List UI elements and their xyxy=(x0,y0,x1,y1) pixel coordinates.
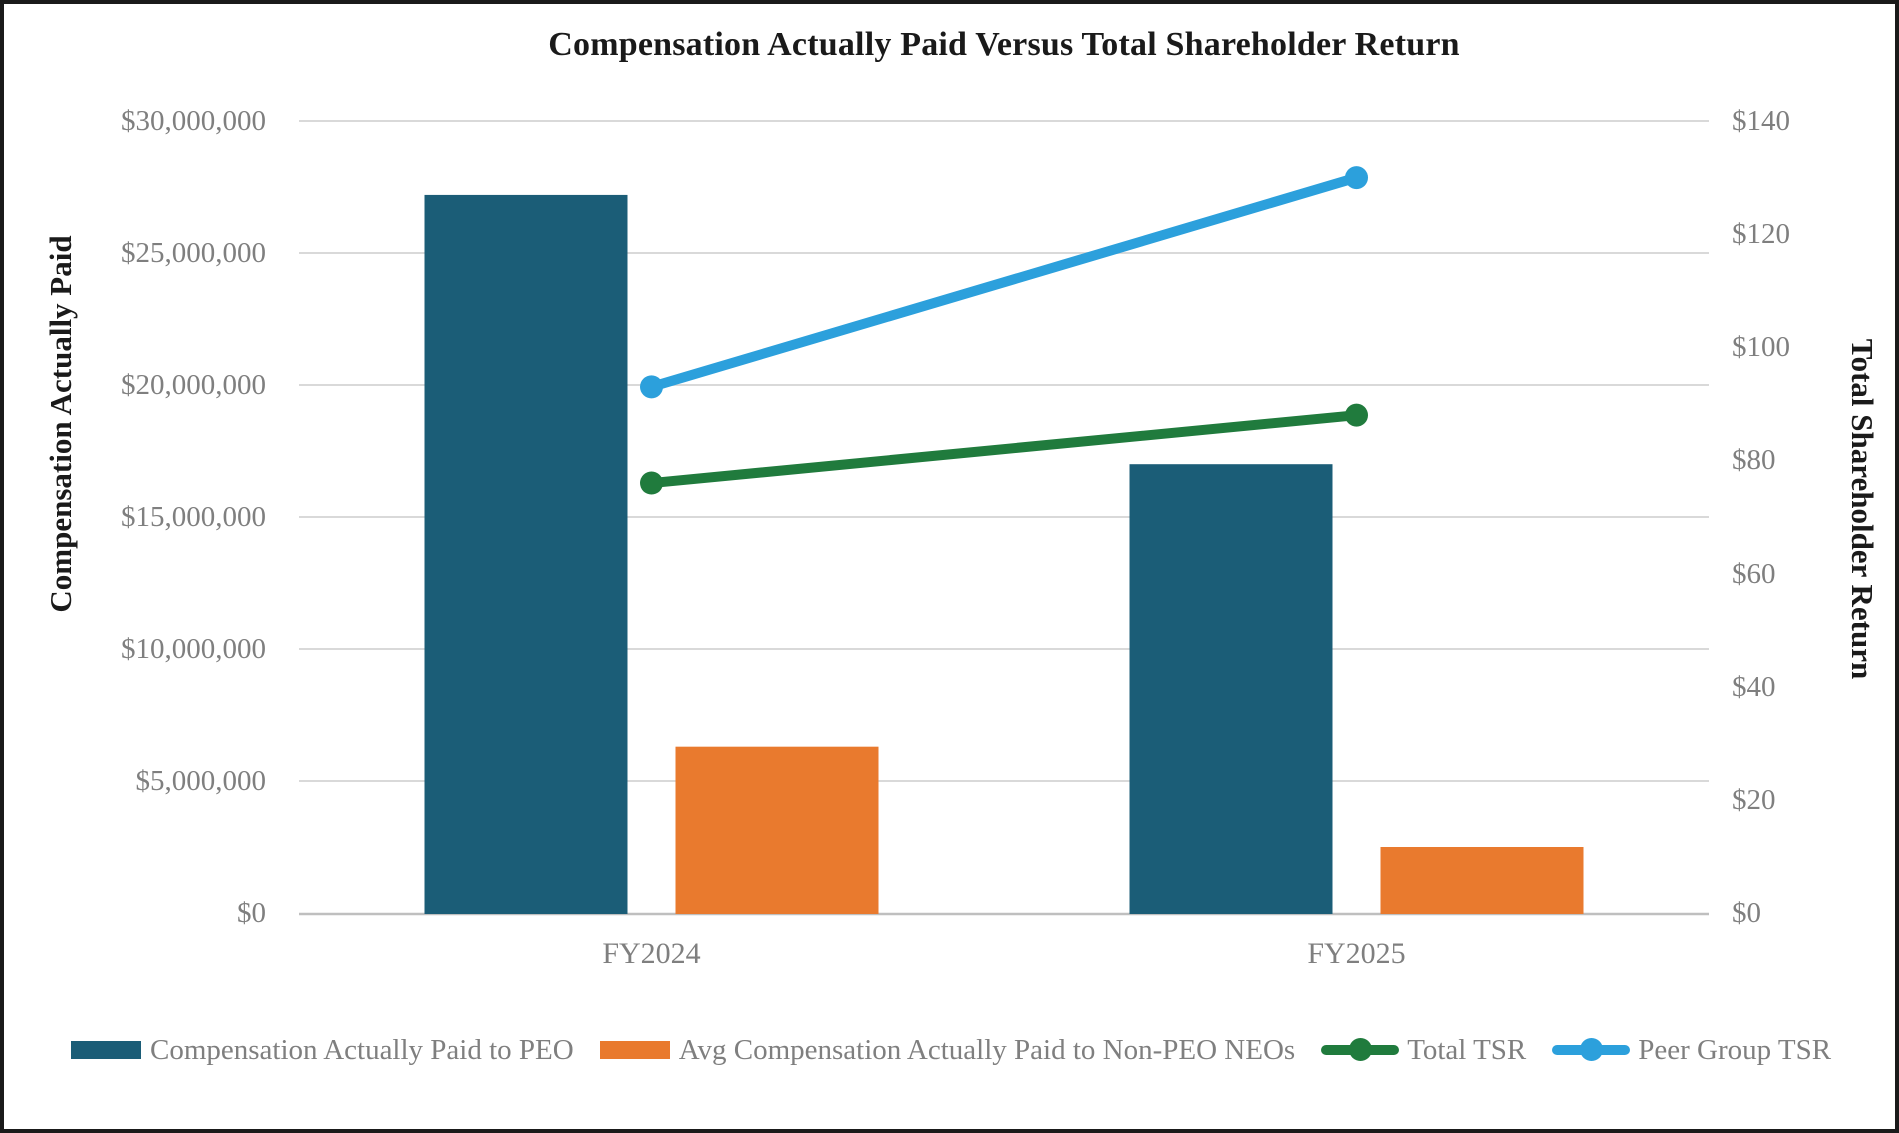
right-axis-title: Total Shareholder Return xyxy=(1845,338,1880,680)
legend: Compensation Actually Paid to PEO Avg Com… xyxy=(71,1030,1831,1070)
right-tick-$120: $120 xyxy=(1732,218,1790,251)
legend-bar-swatch-icon xyxy=(599,1041,670,1059)
left-tick-$30,000,000: $30,000,000 xyxy=(121,105,266,137)
plot-area xyxy=(299,120,1709,916)
legend-label: Compensation Actually Paid to PEO xyxy=(150,1034,574,1066)
chart-title: Compensation Actually Paid Versus Total … xyxy=(548,26,1460,63)
bar-non-peo-FY2025 xyxy=(1380,847,1584,914)
category-label-FY2024: FY2024 xyxy=(602,937,701,970)
legend-marker-icon xyxy=(1580,1038,1604,1061)
left-tick-$5,000,000: $5,000,000 xyxy=(135,765,267,797)
legend-item-avg-compensation-actually-paid-to-non-peo-neos: Avg Compensation Actually Paid to Non-PE… xyxy=(599,1033,1296,1067)
right-tick-$20: $20 xyxy=(1732,783,1776,816)
marker-peer-group-tsr-FY2024 xyxy=(640,375,663,399)
left-tick-$25,000,000: $25,000,000 xyxy=(121,237,266,269)
right-tick-$0: $0 xyxy=(1732,897,1761,929)
legend-marker-icon xyxy=(1349,1038,1373,1061)
left-tick-$15,000,000: $15,000,000 xyxy=(121,501,266,533)
marker-total-tsr-FY2025 xyxy=(1345,403,1368,427)
line-peer-group-tsr xyxy=(646,172,1362,392)
legend-line-swatch-icon xyxy=(1321,1038,1400,1062)
right-tick-$140: $140 xyxy=(1732,105,1790,137)
right-tick-$80: $80 xyxy=(1732,444,1776,477)
marker-total-tsr-FY2024 xyxy=(640,471,663,495)
bar-non-peo-FY2024 xyxy=(675,746,879,914)
left-tick-$10,000,000: $10,000,000 xyxy=(121,633,266,665)
right-tick-$100: $100 xyxy=(1732,331,1790,364)
right-tick-$40: $40 xyxy=(1732,670,1776,703)
legend-item-total-tsr: Total TSR xyxy=(1321,1033,1526,1067)
left-tick-$20,000,000: $20,000,000 xyxy=(121,369,266,401)
category-label-FY2025: FY2025 xyxy=(1307,937,1406,970)
legend-label: Peer Group TSR xyxy=(1638,1034,1832,1066)
legend-bar-swatch-icon xyxy=(71,1041,141,1059)
legend-item-peer-group-tsr: Peer Group TSR xyxy=(1552,1033,1831,1067)
bar-peo-FY2024 xyxy=(424,194,628,915)
bar-peo-FY2025 xyxy=(1129,464,1333,914)
legend-line-swatch-icon xyxy=(1552,1038,1631,1062)
legend-label: Avg Compensation Actually Paid to Non-PE… xyxy=(678,1034,1296,1066)
marker-peer-group-tsr-FY2025 xyxy=(1345,166,1368,190)
left-tick-$0: $0 xyxy=(237,897,266,929)
line-total-tsr xyxy=(646,410,1362,489)
right-tick-$60: $60 xyxy=(1732,557,1776,590)
legend-item-compensation-actually-paid-to-peo: Compensation Actually Paid to PEO xyxy=(71,1033,574,1067)
legend-label: Total TSR xyxy=(1407,1034,1527,1066)
left-axis-title: Compensation Actually Paid xyxy=(43,235,78,613)
